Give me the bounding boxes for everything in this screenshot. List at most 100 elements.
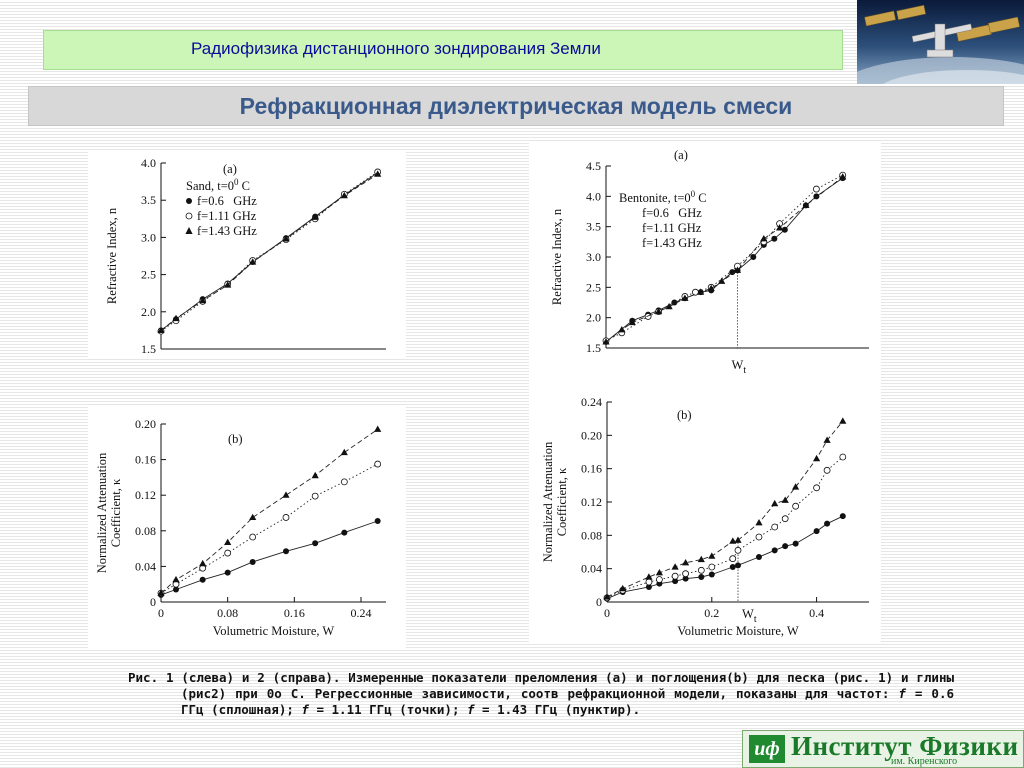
- chart1-panel-label: (a): [674, 148, 688, 162]
- chart3-series-2-point: [823, 436, 831, 443]
- chart0-series-2-point: [282, 235, 290, 242]
- chart3-x-tick-label: 0: [604, 606, 610, 620]
- chart0-legend-label-1: f=1.11 GHz: [197, 209, 257, 223]
- chart3-series-0-point: [782, 543, 789, 550]
- chart3-series-0-point: [824, 520, 831, 527]
- chart2-y-tick-label: 0.16: [135, 453, 156, 467]
- chart2-series-0-point: [341, 529, 348, 536]
- chart3-x-label: Volumetric Moisture, W: [677, 624, 799, 638]
- chart0-legend-label-0: f=0.6 GHz: [197, 194, 257, 208]
- chart3-series-0-point: [708, 571, 715, 578]
- chart0-legend-marker-0: [186, 198, 192, 204]
- chart1-y-tick-label: 2.0: [586, 311, 601, 325]
- chart0-y-tick-label: 1.5: [141, 342, 156, 356]
- chart3-series-2-point: [682, 559, 690, 566]
- chart3-series-1-line: [606, 456, 844, 599]
- chart1-y-tick-label: 1.5: [586, 341, 601, 355]
- chart1-series-0-point: [671, 299, 678, 306]
- chart1-series-2-point: [681, 294, 689, 301]
- chart2-y-label-2: Coefficient, κ: [109, 478, 123, 547]
- caption-text: Рис. 1 (слева) и 2 (справа). Измеренные …: [128, 670, 954, 718]
- chart3-series-0-point: [698, 574, 705, 580]
- chart3-series-0-point: [813, 528, 820, 535]
- chart1-series-1-point: [644, 313, 652, 320]
- chart3-series-1-point: [645, 578, 653, 586]
- chart2-series-1-point: [374, 460, 382, 468]
- chart2-series-1-point: [311, 492, 319, 500]
- chart1-series-2-point: [665, 302, 673, 310]
- chart2-series-2-point: [157, 589, 165, 596]
- chart1-series-2-point: [733, 266, 742, 273]
- chart3-wt-label: Wt: [742, 607, 757, 625]
- chart0-y-tick-label: 3.0: [141, 230, 156, 244]
- chart3-series-2-point: [671, 563, 679, 570]
- chart1-y-tick-label: 3.0: [586, 250, 601, 264]
- chart0-series-2-point: [157, 326, 165, 333]
- chart3-series-0-point: [771, 547, 778, 554]
- chart1-series-0-point: [750, 254, 757, 260]
- chart2-series-0-point: [249, 558, 256, 565]
- chart3-series-1-point: [697, 566, 705, 574]
- figure-caption: Рис. 1 (слева) и 2 (справа). Измеренные …: [128, 670, 954, 718]
- chart2-series-2-point: [249, 513, 257, 520]
- chart1-series-1-point: [692, 288, 699, 296]
- chart3-y-label: Normalized Attenuation: [541, 441, 555, 562]
- chart1-series-2-point: [776, 224, 784, 231]
- chart-sand-attenuation: 0 0.04 0.08 0.12 0.16 0.20 0 0.08 0.16 0.24 Volume…: [88, 406, 406, 650]
- chart0-series-2-point: [374, 170, 382, 177]
- chart3-series-2-point: [813, 454, 821, 462]
- caption-part4: = 1.43 ГГц (пунктир).: [474, 702, 641, 717]
- chart1-y-tick-label: 2.5: [586, 280, 601, 294]
- chart3-series-1-point: [755, 533, 763, 541]
- chart-bentonite-refractive-svg: 1.5 2.0 2.5 3.0 3.5 4.0 4.5 Refractive Index, n…: [550, 148, 869, 376]
- chart3-series-2-point: [729, 537, 737, 544]
- chart2-series-2-point: [340, 448, 348, 456]
- chart2-series-1-point: [249, 533, 257, 541]
- chart3-series-0-point: [792, 540, 799, 547]
- chart3-series-1-point: [671, 572, 679, 580]
- chart3-series-0-point: [672, 578, 679, 585]
- chart3-series-1-point: [734, 546, 742, 554]
- chart2-series-2-point: [199, 559, 207, 567]
- chart2-y-tick-label: 0.12: [135, 488, 156, 502]
- slide-title-bar: Рефракционная диэлектрическая модель сме…: [28, 86, 1004, 126]
- caption-f-3: f: [467, 702, 475, 717]
- chart1-y-tick-label: 4.5: [586, 159, 601, 173]
- chart1-y-label: Refractive Index, n: [550, 208, 564, 305]
- chart3-series-0-point: [755, 554, 762, 560]
- chart2-series-2-point: [224, 538, 232, 545]
- chart2-series-0-point: [374, 518, 381, 525]
- chart3-series-2-point: [708, 552, 716, 559]
- chart3-y-tick-label: 0: [596, 595, 602, 609]
- chart3-series-2-point: [734, 536, 742, 543]
- course-header: Радиофизика дистанционного зондирования …: [43, 30, 843, 70]
- chart0-y-tick-label: 2.0: [141, 305, 156, 319]
- institute-logo: иф Институт Физики им. Киренского: [742, 730, 1024, 768]
- chart2-y-label: Normalized Attenuation: [95, 452, 109, 573]
- chart-bentonite-attenuation: 0 0.04 0.08 0.12 0.16 0.20 0.24 0 0.2 0.4 Volumetr…: [529, 385, 881, 643]
- chart3-panel-label: (b): [677, 408, 692, 422]
- chart0-legend-marker-2: [185, 227, 193, 234]
- chart2-series-2-point: [311, 471, 319, 479]
- chart3-series-1-point: [813, 484, 821, 492]
- chart3-series-0-point: [729, 564, 736, 570]
- chart3-series-2-point: [755, 519, 763, 526]
- chart3-x-tick-label: 0.4: [809, 606, 824, 620]
- institute-subtitle: им. Киренского: [891, 756, 958, 767]
- chart3-y-tick-label: 0.12: [581, 495, 602, 509]
- chart1-series-1-line: [605, 174, 843, 342]
- chart0-series-2-point: [199, 296, 207, 304]
- chart3-series-2-line: [606, 420, 844, 598]
- slide-title: Рефракционная диэлектрическая модель сме…: [239, 93, 793, 119]
- chart3-series-2-point: [603, 593, 611, 600]
- chart0-series-2-point: [340, 191, 348, 199]
- chart-bentonite-refractive: 1.5 2.0 2.5 3.0 3.5 4.0 4.5 Refractive Index, n…: [529, 141, 881, 384]
- caption-part2: = 0.6 ГГц (сплошная);: [181, 686, 954, 717]
- chart2-series-0-point: [224, 569, 231, 576]
- chart1-wt-label-sub: t: [743, 365, 746, 376]
- chart1-series-2-point: [655, 307, 663, 315]
- chart3-series-1-point: [655, 576, 663, 583]
- chart3-series-2-point: [771, 499, 779, 507]
- chart0-y-tick-label: 4.0: [141, 156, 156, 170]
- chart3-series-1-point: [771, 523, 779, 531]
